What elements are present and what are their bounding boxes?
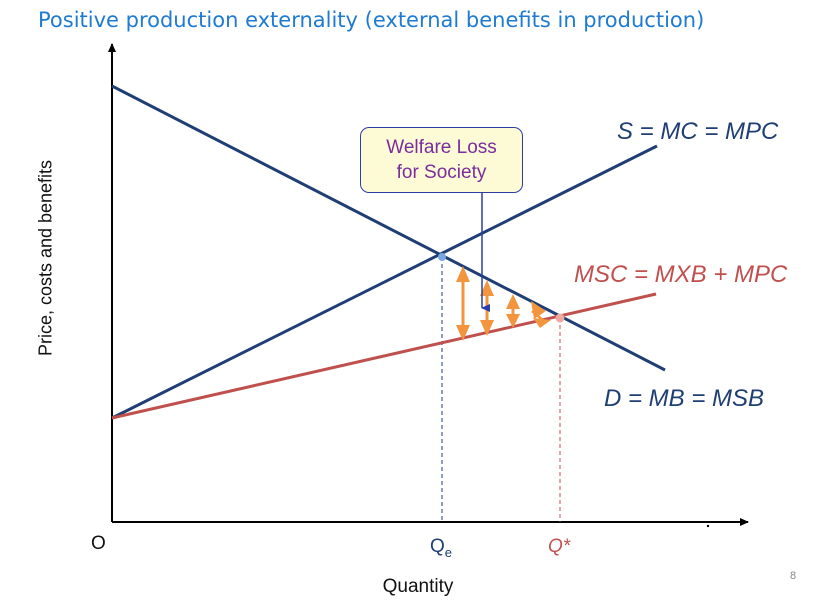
qe-label-main: Q — [430, 536, 445, 557]
welfare-loss-line2: for Society — [396, 162, 487, 183]
welfare-loss-line1: Welfare Loss — [386, 137, 497, 158]
social-optimum-point — [555, 313, 565, 323]
x-axis-label: Quantity — [382, 576, 454, 597]
msc-curve — [111, 292, 657, 420]
page-number: 8 — [790, 570, 797, 582]
supply-curve — [111, 144, 658, 420]
welfare-loss-arrows — [456, 266, 551, 341]
welfare-loss-callout: Welfare Loss for Society — [360, 127, 523, 193]
axis-dot — [706, 524, 710, 528]
y-axis-label: Price, costs and benefits — [35, 159, 56, 357]
qstar-label: Q* — [548, 536, 571, 557]
qe-label: Qe — [430, 536, 452, 560]
msc-curve-label: MSC = MXB + MPC — [574, 261, 788, 288]
demand-curve — [111, 84, 666, 372]
qe-label-sub: e — [445, 545, 452, 560]
demand-curve-label: D = MB = MSB — [604, 385, 764, 412]
market-equilibrium-point — [438, 253, 446, 261]
supply-curve-label: S = MC = MPC — [617, 118, 779, 145]
slide-title: Positive production externality (externa… — [38, 8, 705, 32]
origin-label: O — [91, 533, 106, 554]
